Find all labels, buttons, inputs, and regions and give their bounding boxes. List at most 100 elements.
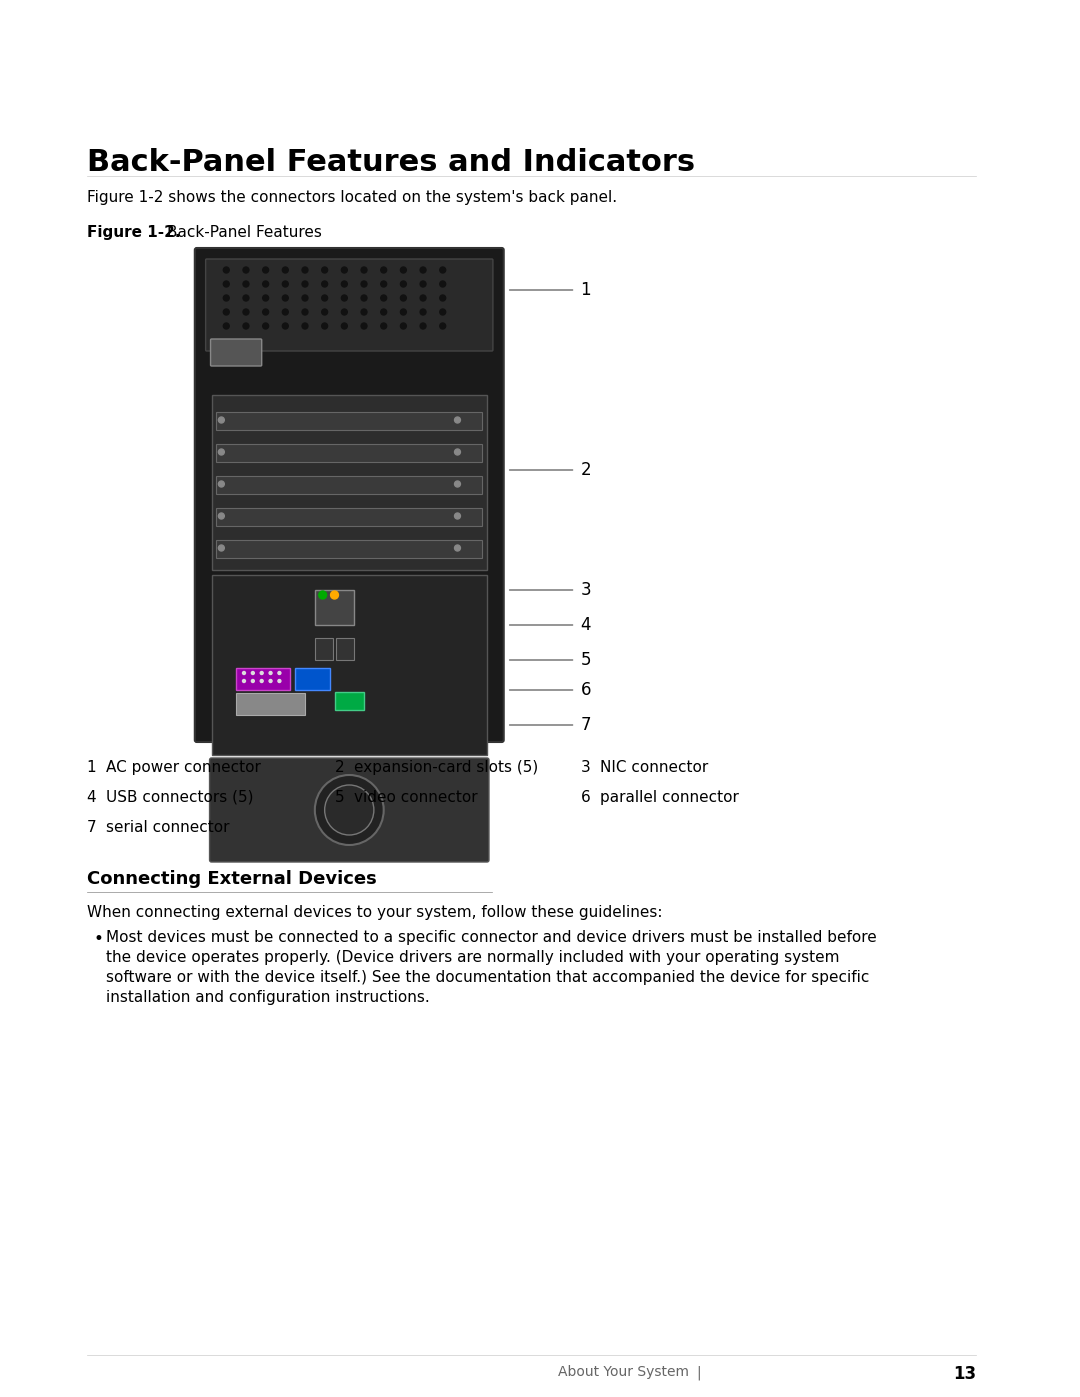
Text: the device operates properly. (Device drivers are normally included with your op: the device operates properly. (Device dr…: [106, 950, 840, 965]
Circle shape: [330, 591, 338, 599]
Circle shape: [322, 281, 327, 286]
Text: USB connectors (5): USB connectors (5): [106, 789, 254, 805]
Circle shape: [322, 323, 327, 330]
Text: 5: 5: [335, 789, 345, 805]
FancyBboxPatch shape: [216, 444, 482, 462]
Circle shape: [322, 295, 327, 300]
Text: When connecting external devices to your system, follow these guidelines:: When connecting external devices to your…: [86, 905, 662, 921]
Circle shape: [341, 281, 348, 286]
Circle shape: [252, 672, 254, 675]
Circle shape: [381, 295, 387, 300]
Text: Figure 1-2 shows the connectors located on the system's back panel.: Figure 1-2 shows the connectors located …: [86, 190, 617, 205]
Text: 4: 4: [580, 616, 591, 634]
Circle shape: [315, 775, 383, 845]
Text: 2: 2: [580, 461, 591, 479]
Text: NIC connector: NIC connector: [600, 760, 708, 775]
Text: Back-Panel Features: Back-Panel Features: [167, 225, 322, 240]
Circle shape: [420, 267, 426, 272]
Text: 1: 1: [86, 760, 96, 775]
Text: 3: 3: [580, 581, 591, 599]
Circle shape: [243, 295, 248, 300]
Circle shape: [381, 309, 387, 314]
Text: |: |: [697, 1365, 701, 1379]
Text: Back-Panel Features and Indicators: Back-Panel Features and Indicators: [86, 148, 694, 177]
Circle shape: [381, 281, 387, 286]
Circle shape: [420, 281, 426, 286]
Circle shape: [341, 323, 348, 330]
Circle shape: [269, 672, 272, 675]
Circle shape: [282, 281, 288, 286]
Circle shape: [401, 281, 406, 286]
Circle shape: [262, 267, 269, 272]
Circle shape: [381, 323, 387, 330]
Circle shape: [302, 309, 308, 314]
FancyBboxPatch shape: [216, 509, 482, 527]
FancyBboxPatch shape: [211, 339, 261, 366]
Circle shape: [224, 309, 229, 314]
FancyBboxPatch shape: [337, 638, 354, 659]
Text: 7: 7: [580, 717, 591, 733]
Circle shape: [243, 679, 245, 683]
Circle shape: [262, 295, 269, 300]
Circle shape: [243, 323, 248, 330]
Circle shape: [401, 267, 406, 272]
Circle shape: [224, 281, 229, 286]
FancyBboxPatch shape: [237, 693, 305, 715]
Circle shape: [282, 323, 288, 330]
Text: Connecting External Devices: Connecting External Devices: [86, 870, 376, 888]
Circle shape: [440, 323, 446, 330]
Circle shape: [224, 267, 229, 272]
Circle shape: [420, 309, 426, 314]
FancyBboxPatch shape: [295, 668, 329, 690]
Circle shape: [341, 295, 348, 300]
Circle shape: [455, 545, 460, 550]
Circle shape: [262, 281, 269, 286]
Circle shape: [361, 281, 367, 286]
Circle shape: [361, 267, 367, 272]
Circle shape: [455, 481, 460, 488]
Circle shape: [361, 295, 367, 300]
Circle shape: [243, 281, 248, 286]
Circle shape: [455, 513, 460, 520]
Text: Most devices must be connected to a specific connector and device drivers must b: Most devices must be connected to a spec…: [106, 930, 877, 944]
Circle shape: [243, 267, 248, 272]
Circle shape: [341, 309, 348, 314]
Circle shape: [218, 513, 225, 520]
Circle shape: [260, 679, 264, 683]
FancyBboxPatch shape: [335, 692, 364, 710]
Circle shape: [260, 672, 264, 675]
Circle shape: [401, 323, 406, 330]
Circle shape: [401, 309, 406, 314]
Circle shape: [282, 267, 288, 272]
FancyBboxPatch shape: [194, 249, 503, 742]
Circle shape: [361, 323, 367, 330]
Circle shape: [302, 281, 308, 286]
FancyBboxPatch shape: [216, 412, 482, 430]
FancyBboxPatch shape: [212, 576, 487, 754]
Circle shape: [262, 309, 269, 314]
Circle shape: [218, 448, 225, 455]
Text: 6: 6: [580, 680, 591, 698]
Circle shape: [243, 672, 245, 675]
Text: 13: 13: [953, 1365, 976, 1383]
Circle shape: [224, 323, 229, 330]
Text: software or with the device itself.) See the documentation that accompanied the : software or with the device itself.) See…: [106, 970, 869, 985]
Circle shape: [440, 267, 446, 272]
Circle shape: [401, 295, 406, 300]
Text: video connector: video connector: [354, 789, 477, 805]
Text: 4: 4: [86, 789, 96, 805]
Circle shape: [224, 295, 229, 300]
Text: expansion-card slots (5): expansion-card slots (5): [354, 760, 539, 775]
Text: installation and configuration instructions.: installation and configuration instructi…: [106, 990, 430, 1004]
Text: Figure 1-2.: Figure 1-2.: [86, 225, 180, 240]
Text: 6: 6: [580, 789, 590, 805]
Circle shape: [420, 295, 426, 300]
Circle shape: [455, 448, 460, 455]
FancyBboxPatch shape: [315, 638, 333, 659]
Circle shape: [278, 679, 281, 683]
Circle shape: [322, 309, 327, 314]
Text: •: •: [94, 930, 104, 949]
Circle shape: [440, 295, 446, 300]
Text: 3: 3: [580, 760, 590, 775]
Text: 7: 7: [86, 820, 96, 835]
